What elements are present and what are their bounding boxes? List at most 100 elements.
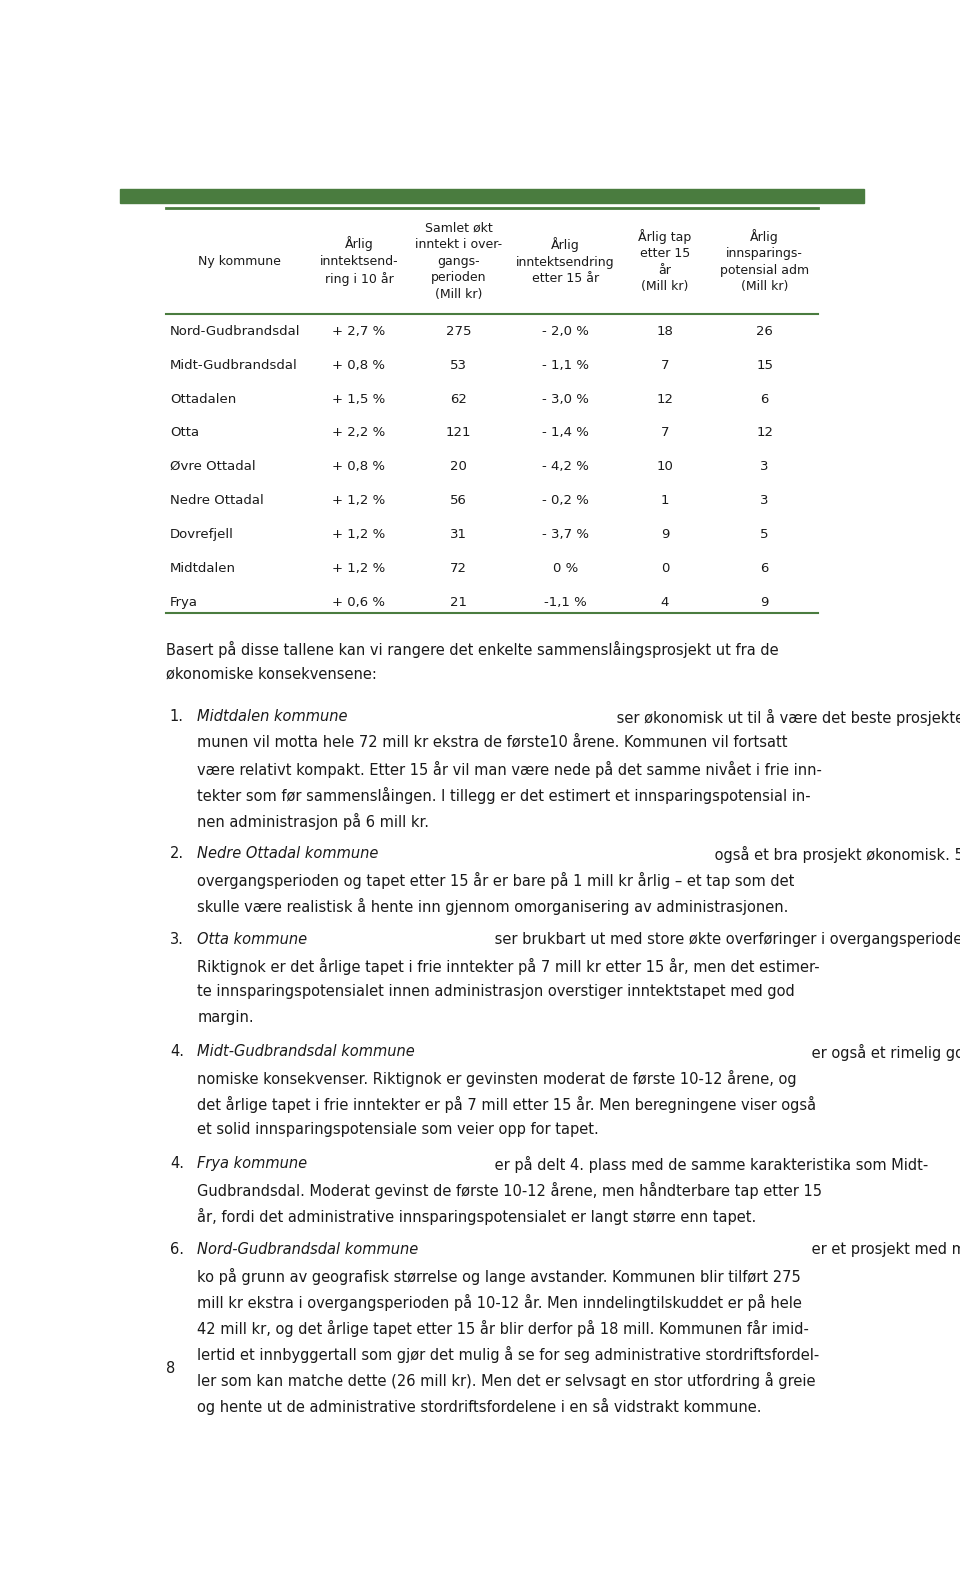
Text: Midt-Gudbrandsdal: Midt-Gudbrandsdal: [170, 358, 298, 372]
Text: være relativt kompakt. Etter 15 år vil man være nede på det samme nivået i frie : være relativt kompakt. Etter 15 år vil m…: [198, 760, 823, 778]
Text: + 0,6 %: + 0,6 %: [332, 595, 386, 608]
Text: er på delt 4. plass med de samme karakteristika som Midt-: er på delt 4. plass med de samme karakte…: [491, 1156, 928, 1174]
Text: Nedre Ottadal kommune: Nedre Ottadal kommune: [198, 847, 379, 861]
Text: Midtdalen kommune: Midtdalen kommune: [198, 709, 348, 724]
Text: Midtdalen: Midtdalen: [170, 562, 236, 575]
Text: 275: 275: [446, 325, 471, 338]
Text: lertid et innbyggertall som gjør det mulig å se for seg administrative stordrift: lertid et innbyggertall som gjør det mul…: [198, 1346, 820, 1362]
Text: margin.: margin.: [198, 1010, 254, 1026]
Text: Frya: Frya: [170, 595, 198, 608]
Text: 9: 9: [660, 528, 669, 540]
Text: tekter som før sammenslåingen. I tillegg er det estimert et innsparingspotensial: tekter som før sammenslåingen. I tillegg…: [198, 787, 811, 803]
Text: 21: 21: [450, 595, 468, 608]
Text: + 0,8 %: + 0,8 %: [332, 358, 386, 372]
Text: Ny kommune: Ny kommune: [198, 255, 280, 267]
Text: Dovrefjell: Dovrefjell: [170, 528, 233, 540]
Text: 72: 72: [450, 562, 468, 575]
Text: 4: 4: [660, 595, 669, 608]
Text: te innsparingspotensialet innen administrasjon overstiger inntektstapet med god: te innsparingspotensialet innen administ…: [198, 983, 795, 999]
Text: 1: 1: [660, 495, 669, 507]
Text: Riktignok er det årlige tapet i frie inntekter på 7 mill kr etter 15 år, men det: Riktignok er det årlige tapet i frie inn…: [198, 958, 820, 976]
Text: 121: 121: [446, 426, 471, 440]
Bar: [120, 189, 864, 203]
Text: + 2,7 %: + 2,7 %: [332, 325, 386, 338]
Text: 8: 8: [166, 1362, 176, 1376]
Text: Midt-Gudbrandsdal kommune: Midt-Gudbrandsdal kommune: [198, 1045, 415, 1059]
Text: Nord-Gudbrandsdal kommune: Nord-Gudbrandsdal kommune: [198, 1241, 419, 1257]
Text: er også et rimelig godt prosjekt ut fra direkte øko-: er også et rimelig godt prosjekt ut fra …: [807, 1045, 960, 1060]
Text: 5: 5: [760, 528, 769, 540]
Text: Samlet økt
inntekt i over-
gangs-
perioden
(Mill kr): Samlet økt inntekt i over- gangs- period…: [415, 222, 502, 300]
Text: + 1,2 %: + 1,2 %: [332, 495, 386, 507]
Text: 20: 20: [450, 460, 468, 473]
Text: Årlig
inntektsendring
etter 15 år: Årlig inntektsendring etter 15 år: [516, 237, 614, 284]
Text: ser brukbart ut med store økte overføringer i overgangsperioden.: ser brukbart ut med store økte overførin…: [491, 932, 960, 947]
Text: 12: 12: [756, 426, 773, 440]
Text: nomiske konsekvenser. Riktignok er gevinsten moderat de første 10-12 årene, og: nomiske konsekvenser. Riktignok er gevin…: [198, 1070, 797, 1087]
Text: det årlige tapet i frie inntekter er på 7 mill etter 15 år. Men beregningene vis: det årlige tapet i frie inntekter er på …: [198, 1097, 817, 1112]
Text: + 1,2 %: + 1,2 %: [332, 562, 386, 575]
Text: et solid innsparingspotensiale som veier opp for tapet.: et solid innsparingspotensiale som veier…: [198, 1122, 599, 1137]
Text: 7: 7: [660, 358, 669, 372]
Text: 3: 3: [760, 460, 769, 473]
Text: munen vil motta hele 72 mill kr ekstra de første10 årene. Kommunen vil fortsatt: munen vil motta hele 72 mill kr ekstra d…: [198, 735, 788, 749]
Text: 15: 15: [756, 358, 773, 372]
Text: 0: 0: [660, 562, 669, 575]
Text: ko på grunn av geografisk størrelse og lange avstander. Kommunen blir tilført 27: ko på grunn av geografisk størrelse og l…: [198, 1268, 802, 1285]
Text: ler som kan matche dette (26 mill kr). Men det er selvsagt en stor utfordring å : ler som kan matche dette (26 mill kr). M…: [198, 1371, 816, 1389]
Text: er et prosjekt med muligheter, men med en viss risi-: er et prosjekt med muligheter, men med e…: [807, 1241, 960, 1257]
Text: skulle være realistisk å hente inn gjennom omorganisering av administrasjonen.: skulle være realistisk å hente inn gjenn…: [198, 899, 789, 916]
Text: 3.: 3.: [170, 932, 183, 947]
Text: + 1,5 %: + 1,5 %: [332, 393, 386, 405]
Text: ser økonomisk ut til å være det beste prosjektet. Den nye kom-: ser økonomisk ut til å være det beste pr…: [612, 709, 960, 726]
Text: overgangsperioden og tapet etter 15 år er bare på 1 mill kr årlig – et tap som d: overgangsperioden og tapet etter 15 år e…: [198, 872, 795, 889]
Text: - 0,2 %: - 0,2 %: [541, 495, 588, 507]
Text: Frya kommune: Frya kommune: [198, 1156, 307, 1170]
Text: + 1,2 %: + 1,2 %: [332, 528, 386, 540]
Text: 26: 26: [756, 325, 773, 338]
Text: - 3,0 %: - 3,0 %: [541, 393, 588, 405]
Text: - 2,0 %: - 2,0 %: [541, 325, 588, 338]
Text: 6: 6: [760, 562, 769, 575]
Text: 6.: 6.: [170, 1241, 184, 1257]
Text: nen administrasjon på 6 mill kr.: nen administrasjon på 6 mill kr.: [198, 812, 429, 829]
Text: Årlig
innsparings-
potensial adm
(Mill kr): Årlig innsparings- potensial adm (Mill k…: [720, 229, 809, 294]
Text: 56: 56: [450, 495, 468, 507]
Text: år, fordi det administrative innsparingspotensialet er langt større enn tapet.: år, fordi det administrative innsparings…: [198, 1208, 756, 1225]
Text: 7: 7: [660, 426, 669, 440]
Text: 4.: 4.: [170, 1045, 184, 1059]
Text: Årlig
inntektsend-
ring i 10 år: Årlig inntektsend- ring i 10 år: [320, 237, 398, 286]
Text: 6: 6: [760, 393, 769, 405]
Text: 4.: 4.: [170, 1156, 184, 1170]
Text: + 0,8 %: + 0,8 %: [332, 460, 386, 473]
Text: også et bra prosjekt økonomisk. 56 mill ekstra blir tilført i: også et bra prosjekt økonomisk. 56 mill …: [709, 847, 960, 864]
Text: 12: 12: [657, 393, 673, 405]
Text: økonomiske konsekvensene:: økonomiske konsekvensene:: [166, 668, 377, 682]
Text: Gudbrandsdal. Moderat gevinst de første 10-12 årene, men håndterbare tap etter 1: Gudbrandsdal. Moderat gevinst de første …: [198, 1181, 823, 1199]
Text: mill kr ekstra i overgangsperioden på 10-12 år. Men inndelingtilskuddet er på he: mill kr ekstra i overgangsperioden på 10…: [198, 1293, 803, 1310]
Text: -1,1 %: -1,1 %: [543, 595, 587, 608]
Text: - 3,7 %: - 3,7 %: [541, 528, 588, 540]
Text: 2.: 2.: [170, 847, 184, 861]
Text: - 1,4 %: - 1,4 %: [541, 426, 588, 440]
Text: Otta: Otta: [170, 426, 199, 440]
Text: 31: 31: [450, 528, 468, 540]
Text: Øvre Ottadal: Øvre Ottadal: [170, 460, 255, 473]
Text: 53: 53: [450, 358, 468, 372]
Text: og hente ut de administrative stordriftsfordelene i en så vidstrakt kommune.: og hente ut de administrative stordrifts…: [198, 1398, 762, 1415]
Text: + 2,2 %: + 2,2 %: [332, 426, 386, 440]
Text: Ottadalen: Ottadalen: [170, 393, 236, 405]
Text: Basert på disse tallene kan vi rangere det enkelte sammenslåingsprosjekt ut fra : Basert på disse tallene kan vi rangere d…: [166, 641, 783, 658]
Text: 0 %: 0 %: [553, 562, 578, 575]
Text: - 4,2 %: - 4,2 %: [541, 460, 588, 473]
Text: 62: 62: [450, 393, 468, 405]
Text: - 1,1 %: - 1,1 %: [541, 358, 588, 372]
Text: 42 mill kr, og det årlige tapet etter 15 år blir derfor på 18 mill. Kommunen får: 42 mill kr, og det årlige tapet etter 15…: [198, 1320, 809, 1337]
Text: Nord-Gudbrandsdal: Nord-Gudbrandsdal: [170, 325, 300, 338]
Text: 9: 9: [760, 595, 769, 608]
Text: 3: 3: [760, 495, 769, 507]
Text: Årlig tap
etter 15
år
(Mill kr): Årlig tap etter 15 år (Mill kr): [638, 229, 691, 294]
Text: 1.: 1.: [170, 709, 184, 724]
Text: Nedre Ottadal: Nedre Ottadal: [170, 495, 264, 507]
Text: 10: 10: [657, 460, 673, 473]
